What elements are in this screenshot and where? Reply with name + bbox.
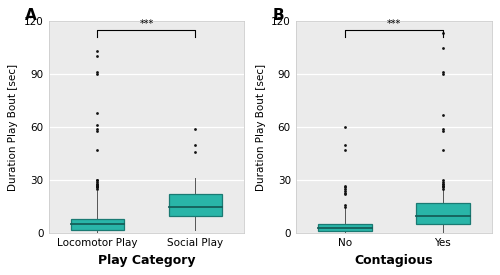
Bar xyxy=(318,224,372,232)
Text: ***: *** xyxy=(386,19,401,29)
Text: A: A xyxy=(25,8,36,23)
Bar xyxy=(416,203,470,224)
Y-axis label: Duration Play Bout [sec]: Duration Play Bout [sec] xyxy=(8,64,18,191)
X-axis label: Play Category: Play Category xyxy=(98,254,195,267)
Text: ***: *** xyxy=(140,19,153,29)
Text: B: B xyxy=(272,8,284,23)
Y-axis label: Duration Play Bout [sec]: Duration Play Bout [sec] xyxy=(256,64,266,191)
X-axis label: Contagious: Contagious xyxy=(354,254,433,267)
Bar xyxy=(168,194,222,216)
Bar xyxy=(70,219,124,230)
